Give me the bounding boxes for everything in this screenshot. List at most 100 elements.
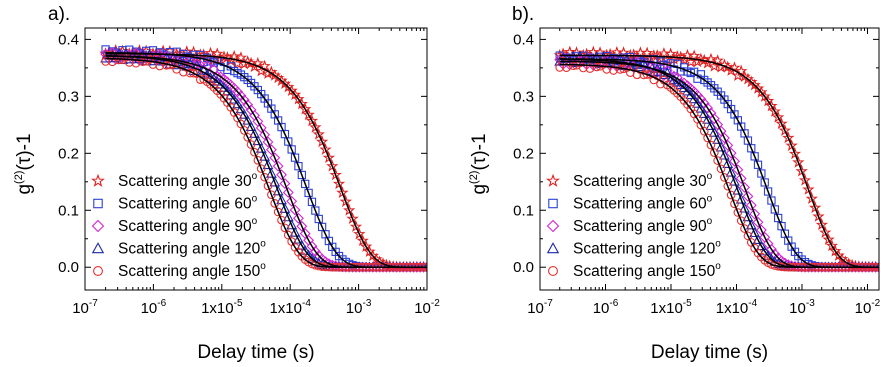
data-point [301, 179, 310, 189]
x-tick-label: 10-3 [346, 298, 372, 317]
data-point [259, 150, 271, 161]
x-tick-label: 10-2 [855, 298, 881, 317]
x-tick-label: 10-6 [593, 298, 619, 317]
data-point [218, 82, 230, 92]
data-point [725, 166, 737, 177]
data-point [242, 114, 254, 125]
data-point [735, 64, 748, 77]
x-tick-exponent: -2 [871, 298, 880, 309]
x-tick-base: 10 [141, 300, 158, 317]
data-point [260, 172, 269, 182]
data-point [723, 181, 733, 191]
fit-curve [559, 63, 879, 268]
x-tick-exponent: -4 [748, 298, 757, 309]
y-label-main: g [469, 184, 490, 195]
data-point [309, 120, 322, 133]
data-point [359, 240, 373, 252]
data-point [554, 54, 566, 66]
x-tick-exponent: -3 [362, 298, 371, 309]
data-point [753, 160, 763, 169]
data-point [747, 144, 756, 153]
data-point [293, 233, 304, 244]
data-point [709, 148, 719, 157]
data-point [732, 184, 744, 195]
data-point [708, 126, 720, 137]
plot-frame [539, 27, 880, 291]
data-point [286, 195, 298, 207]
data-point [171, 59, 183, 70]
x-tick-exponent: -7 [544, 298, 553, 309]
data-point [349, 220, 363, 232]
data-point [276, 194, 287, 205]
data-point [221, 85, 233, 96]
data-point [771, 110, 785, 123]
data-point [778, 124, 792, 136]
data-point [692, 97, 703, 108]
data-point [760, 178, 769, 187]
data-point [277, 215, 286, 225]
legend-entry: Scattering angle 60o [118, 194, 258, 213]
legend-entry: Scattering angle 120o [118, 239, 266, 258]
x-tick-label: 1x10-5 [650, 298, 692, 317]
data-point [713, 156, 723, 165]
data-point [711, 54, 724, 66]
legend-degree-mark: o [707, 194, 713, 205]
y-label-superscript: (2) [468, 171, 480, 184]
data-point [705, 120, 717, 130]
data-point [294, 162, 303, 171]
legend-marker [91, 173, 105, 187]
data-point [725, 147, 737, 159]
legend-entry: Scattering angle 30o [573, 171, 713, 190]
data-point [280, 223, 290, 233]
x-tick-base: 1x10 [201, 300, 234, 317]
y-tick-label: 0.0 [58, 259, 79, 276]
x-tick-label: 1x10-4 [716, 298, 758, 317]
data-point [267, 190, 276, 200]
data-point [726, 190, 736, 200]
data-point [736, 216, 746, 226]
data-point [785, 139, 798, 151]
data-point [217, 50, 231, 63]
data-point [698, 108, 710, 118]
data-point [276, 169, 287, 181]
x-tick-base: 10 [527, 300, 544, 317]
data-point [755, 224, 767, 236]
data-point [356, 234, 369, 247]
data-point [261, 67, 275, 79]
data-point [763, 187, 773, 196]
data-point [767, 196, 776, 205]
data-point [296, 239, 308, 250]
data-layer [553, 45, 879, 273]
fit-curve [105, 55, 427, 268]
panel-label: a). [48, 4, 70, 25]
x-tick-base: 1x10 [716, 300, 749, 317]
data-point [678, 82, 690, 93]
legend-entry: Scattering angle 90o [573, 216, 713, 235]
x-tick-exponent: -5 [234, 298, 243, 309]
x-tick-base: 10 [593, 300, 610, 317]
data-point [765, 99, 778, 112]
data-point [715, 125, 727, 137]
data-point [730, 199, 739, 209]
y-tick-label: 0.3 [513, 88, 534, 105]
data-point [289, 204, 301, 216]
legend-marker [548, 198, 558, 209]
data-point [252, 135, 264, 146]
data-point [255, 142, 267, 153]
data-point [346, 212, 359, 225]
x-tick-exponent: -2 [431, 298, 440, 309]
data-point [234, 51, 248, 63]
data-point [742, 211, 754, 222]
data-point [729, 155, 740, 167]
plot-frame [84, 27, 428, 291]
legend-marker [91, 219, 105, 233]
data-point [319, 143, 332, 155]
data-point [286, 219, 298, 230]
fit-curve [559, 54, 879, 268]
data-point [732, 164, 744, 176]
x-tick-base: 10 [855, 300, 872, 317]
